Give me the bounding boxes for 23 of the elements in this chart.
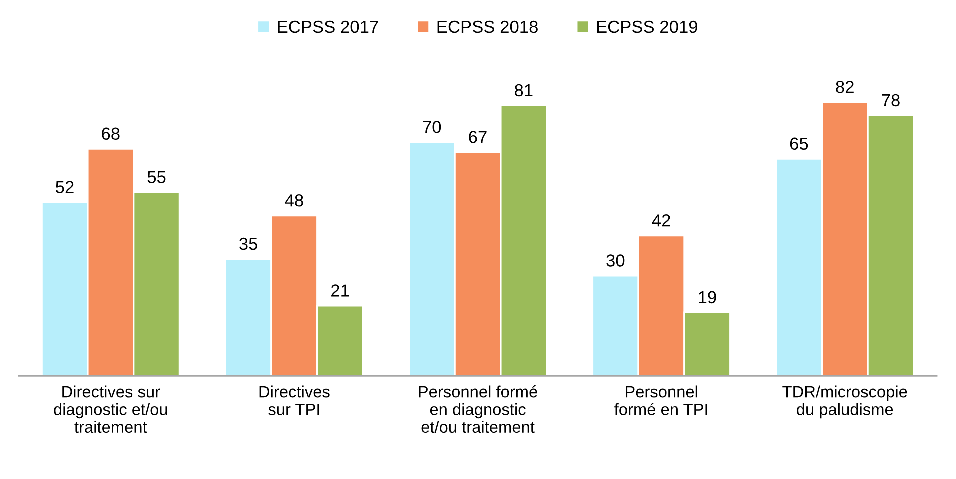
- data-label: 67: [469, 131, 487, 144]
- legend-label: ECPSS 2019: [597, 20, 698, 34]
- x-tick-label: Personnel formé en diagnostic et/ou traitement: [419, 386, 538, 434]
- data-label: 52: [56, 181, 74, 194]
- data-label: 78: [882, 94, 900, 107]
- x-tick-label: Personnel formé en TPI: [614, 386, 708, 416]
- data-label: 81: [514, 84, 533, 97]
- x-tick-label: Directives sur diagnostic et/ou traitement: [54, 386, 168, 434]
- data-label: 82: [836, 81, 854, 94]
- data-label: 19: [699, 291, 716, 304]
- legend-label: ECPSS 2017: [278, 20, 378, 34]
- data-label: 55: [148, 171, 166, 184]
- x-tick-label: TDR/microscopie du paludisme: [782, 386, 908, 419]
- data-label: 30: [606, 254, 625, 267]
- data-label: 42: [652, 214, 670, 227]
- data-label: 65: [790, 138, 808, 150]
- data-label: 70: [423, 121, 442, 134]
- data-label: 68: [102, 128, 120, 140]
- x-tick-label: Directives sur TPI: [260, 386, 330, 416]
- legend-label: ECPSS 2018: [438, 20, 538, 34]
- data-label: 48: [285, 194, 304, 207]
- data-label: 35: [240, 238, 258, 250]
- data-label: 21: [332, 284, 350, 297]
